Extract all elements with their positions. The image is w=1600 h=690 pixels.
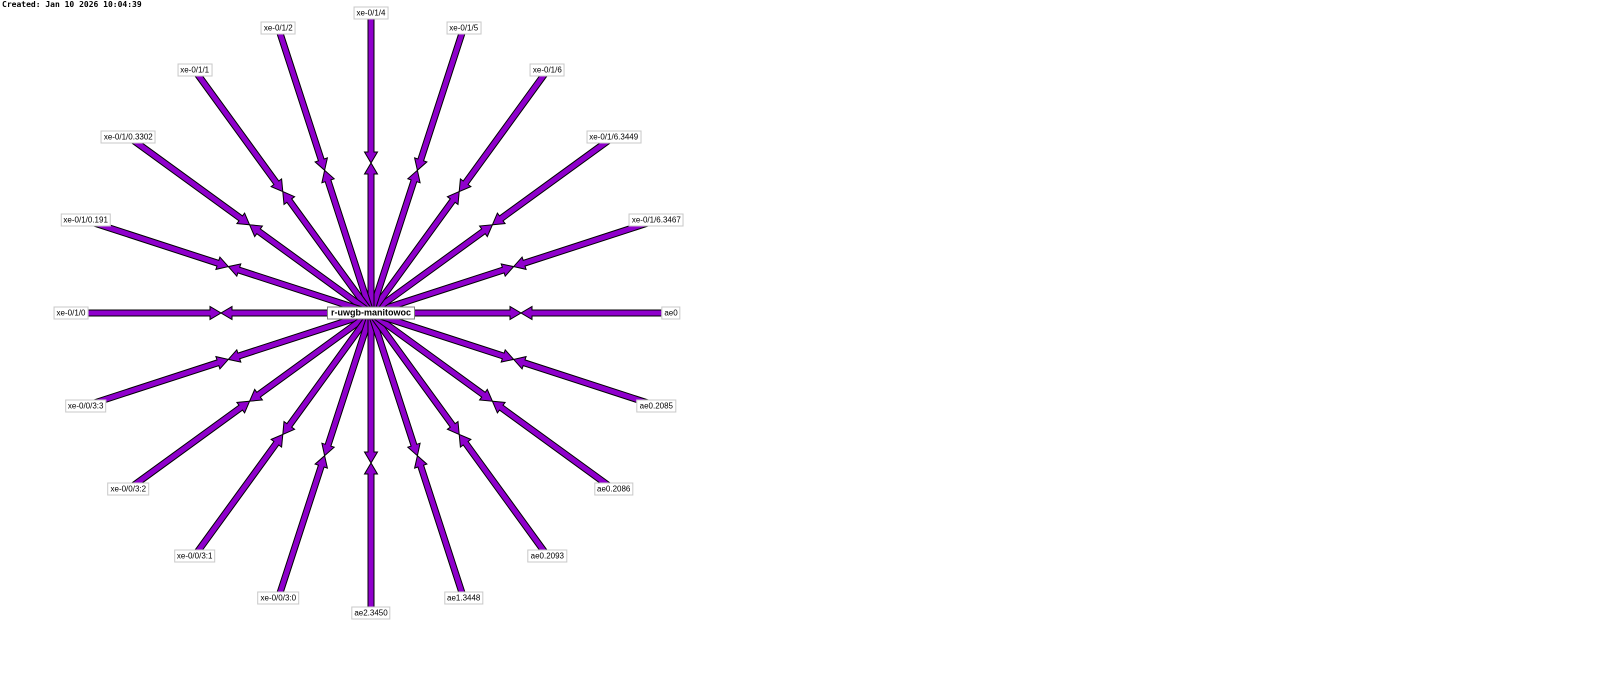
network-map: ae0 xe-0/1/6.3467 xe-0/1/6.3449 xe-0/1/6 xe-… <box>0 0 780 660</box>
link-arrow-out-3[interactable] <box>367 190 460 316</box>
node-label-xe-0-1-0[interactable]: xe-0/1/0 <box>53 306 89 320</box>
link-arrow-in-3[interactable] <box>458 67 551 193</box>
link-arrow-out-7[interactable] <box>282 190 375 316</box>
link-arrow-in-7[interactable] <box>191 67 284 193</box>
node-label-ae1-3448[interactable]: ae1.3448 <box>444 591 484 605</box>
node-label-xe-0-0-3-0[interactable]: xe-0/0/3:0 <box>257 591 300 605</box>
node-label-xe-0-1-2[interactable]: xe-0/1/2 <box>260 21 296 35</box>
link-arrow-out-15[interactable] <box>363 312 379 464</box>
node-label-xe-0-1-1[interactable]: xe-0/1/1 <box>177 63 213 77</box>
link-arrow-in-16[interactable] <box>413 454 468 600</box>
link-arrow-in-15[interactable] <box>363 462 379 614</box>
node-label-xe-0-1-4[interactable]: xe-0/1/4 <box>353 6 389 20</box>
link-arrow-in-17[interactable] <box>458 433 551 559</box>
link-arrow-out-4[interactable] <box>367 169 421 315</box>
node-label-xe-0-1-6[interactable]: xe-0/1/6 <box>529 63 565 77</box>
node-label-ae0-2085[interactable]: ae0.2085 <box>636 399 676 413</box>
node-label-xe-0-1-0-3302[interactable]: xe-0/1/0.3302 <box>100 130 156 144</box>
link-arrow-out-6[interactable] <box>321 169 375 315</box>
node-label-ae0-2086[interactable]: ae0.2086 <box>594 482 634 496</box>
link-arrow-in-5[interactable] <box>363 12 379 164</box>
link-arrow-out-14[interactable] <box>321 311 375 457</box>
link-arrow-in-13[interactable] <box>191 433 284 559</box>
link-arrow-in-2[interactable] <box>491 133 617 226</box>
created-timestamp: Created: Jan 10 2026 10:04:39 <box>2 0 142 9</box>
center-node-label[interactable]: r-uwgb-manitowoc <box>327 306 415 320</box>
link-arrow-out-12[interactable] <box>248 309 374 402</box>
link-arrow-in-14[interactable] <box>274 454 329 600</box>
node-label-xe-0-1-6-3467[interactable]: xe-0/1/6.3467 <box>628 213 684 227</box>
node-label-xe-0-1-5[interactable]: xe-0/1/5 <box>446 21 482 35</box>
link-arrow-in-8[interactable] <box>125 133 251 226</box>
link-arrow-in-10[interactable] <box>70 305 222 321</box>
link-arrow-out-17[interactable] <box>367 310 460 436</box>
link-arrow-out-2[interactable] <box>368 224 494 317</box>
node-label-xe-0-1-6-3449[interactable]: xe-0/1/6.3449 <box>586 130 642 144</box>
node-label-xe-0-0-3-2[interactable]: xe-0/0/3:2 <box>107 482 150 496</box>
link-arrow-in-0[interactable] <box>520 305 672 321</box>
node-label-ae0[interactable]: ae0 <box>661 306 681 320</box>
link-arrow-in-19[interactable] <box>512 355 658 410</box>
link-arrow-out-13[interactable] <box>282 310 375 436</box>
link-arrow-out-11[interactable] <box>227 309 373 363</box>
link-arrow-out-18[interactable] <box>368 309 494 402</box>
node-label-xe-0-1-0-191[interactable]: xe-0/1/0.191 <box>60 213 111 227</box>
link-arrow-out-1[interactable] <box>369 263 515 317</box>
link-arrow-in-18[interactable] <box>491 400 617 493</box>
node-label-ae0-2093[interactable]: ae0.2093 <box>527 549 568 563</box>
links-layer <box>70 12 672 614</box>
link-arrow-out-16[interactable] <box>367 311 421 457</box>
link-arrow-in-4[interactable] <box>413 26 468 172</box>
link-arrow-in-12[interactable] <box>125 400 251 493</box>
link-arrow-in-6[interactable] <box>274 26 329 172</box>
node-label-xe-0-0-3-3[interactable]: xe-0/0/3:3 <box>64 399 107 413</box>
node-label-ae2-3450[interactable]: ae2.3450 <box>351 606 391 620</box>
link-arrow-in-11[interactable] <box>84 355 230 410</box>
node-label-xe-0-0-3-1[interactable]: xe-0/0/3:1 <box>173 549 216 563</box>
link-arrow-out-5[interactable] <box>363 162 379 314</box>
link-arrow-out-8[interactable] <box>248 224 374 317</box>
link-arrow-in-1[interactable] <box>512 216 658 271</box>
